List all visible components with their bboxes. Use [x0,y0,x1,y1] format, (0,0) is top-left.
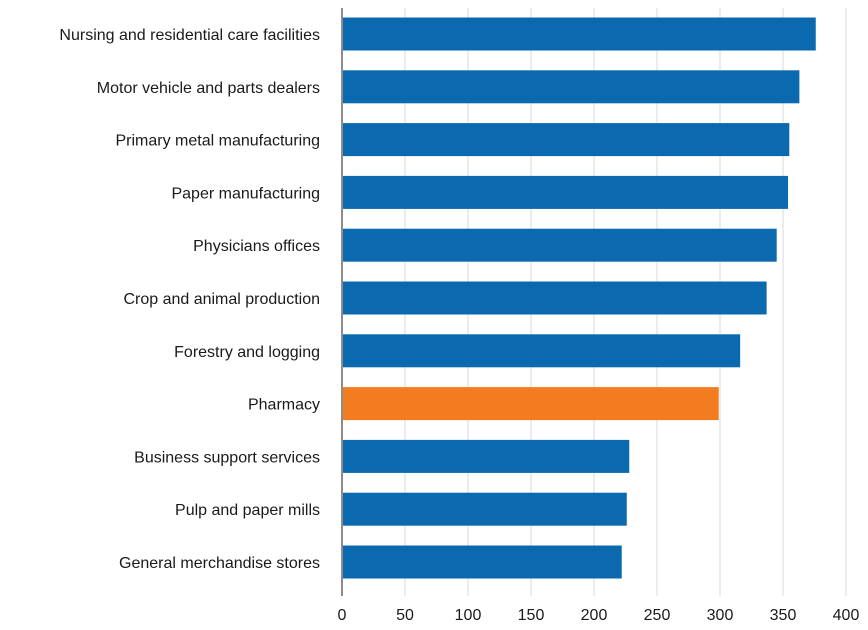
x-tick-label: 0 [338,607,347,624]
category-label: Motor vehicle and parts dealers [97,80,320,97]
x-tick-label: 100 [455,607,482,624]
category-label: Physicians offices [193,238,320,255]
bar [342,17,816,51]
category-label: Business support services [134,449,320,466]
category-label: Primary metal manufacturing [115,133,320,150]
x-tick-label: 400 [833,607,860,624]
bar [342,334,741,368]
x-axis-tick-labels: 0 50 100 150 200 250 300 350 400 [338,607,860,624]
bar [342,228,777,262]
x-tick-label: 200 [581,607,608,624]
category-labels: Nursing and residential care facilities M… [59,27,320,572]
bar [342,281,767,315]
category-label: Pulp and paper mills [175,502,320,519]
x-tick-label: 350 [770,607,797,624]
bar [342,175,789,209]
bars [342,17,816,579]
x-tick-label: 250 [644,607,671,624]
x-tick-label: 150 [518,607,545,624]
x-tick-label: 50 [396,607,414,624]
category-label: Crop and animal production [123,291,320,308]
x-tick-label: 300 [707,607,734,624]
category-label: Paper manufacturing [171,185,320,202]
bar [342,123,790,157]
bar-highlighted [342,387,719,421]
category-label: Forestry and logging [174,344,320,361]
bar [342,492,627,526]
category-label: Nursing and residential care facilities [59,27,320,44]
category-label: General merchandise stores [119,555,320,572]
bar [342,70,800,104]
category-label: Pharmacy [248,397,320,414]
bar [342,439,630,473]
bar [342,545,622,579]
